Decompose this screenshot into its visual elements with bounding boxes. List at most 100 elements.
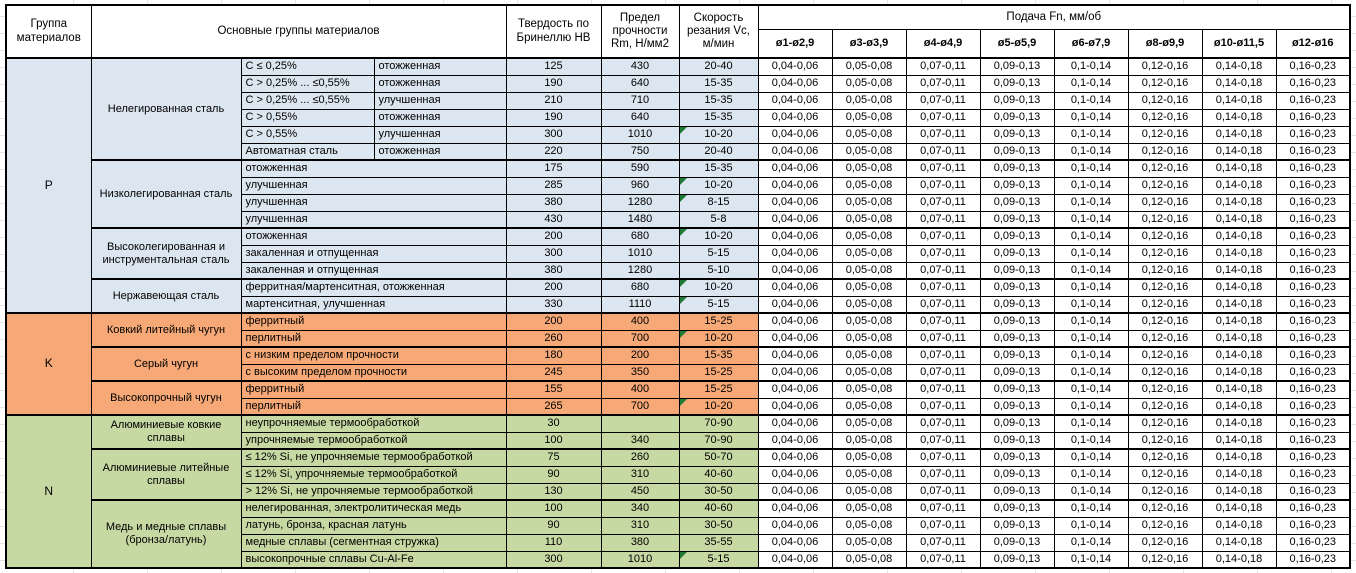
feed-value: 0,12-0,16 <box>1127 431 1203 450</box>
feed-value: 0,16-0,23 <box>1275 516 1351 535</box>
cutting-speed-value: 5-15 <box>678 244 759 263</box>
material-desc: отожженная <box>240 227 507 246</box>
comment-marker-icon <box>680 399 687 406</box>
feed-value: 0,04-0,06 <box>757 414 833 433</box>
feed-value: 0,09-0,13 <box>979 227 1055 246</box>
feed-value: 0,16-0,23 <box>1275 125 1351 144</box>
feed-value: 0,14-0,18 <box>1201 108 1277 127</box>
feed-value: 0,12-0,16 <box>1127 329 1203 348</box>
hardness-value: 200 <box>505 312 602 331</box>
hardness-value: 380 <box>505 261 602 280</box>
feed-value: 0,05-0,08 <box>831 431 907 450</box>
feed-value: 0,14-0,18 <box>1201 159 1277 178</box>
material-desc: закаленная и отпущенная <box>240 244 507 263</box>
feed-value: 0,12-0,16 <box>1127 312 1203 331</box>
feed-value: 0,07-0,11 <box>905 533 981 552</box>
feed-value: 0,07-0,11 <box>905 380 981 399</box>
feed-value: 0,12-0,16 <box>1127 380 1203 399</box>
feed-value: 0,1-0,14 <box>1053 533 1129 552</box>
cutting-speed-value: 5-15 <box>678 295 759 314</box>
cutting-speed-value: 30-50 <box>678 516 759 535</box>
feed-value: 0,09-0,13 <box>979 397 1055 416</box>
cutting-speed-value: 15-35 <box>678 74 759 93</box>
feed-value: 0,12-0,16 <box>1127 346 1203 365</box>
feed-value: 0,09-0,13 <box>979 550 1055 569</box>
strength-value: 350 <box>600 363 680 382</box>
feed-value: 0,1-0,14 <box>1053 499 1129 518</box>
strength-value: 710 <box>600 91 680 110</box>
feed-value: 0,09-0,13 <box>979 329 1055 348</box>
feed-value: 0,1-0,14 <box>1053 397 1129 416</box>
feed-value: 0,1-0,14 <box>1053 465 1129 484</box>
hardness-value: 300 <box>505 244 602 263</box>
feed-diameter-header: ø5-ø5,9 <box>979 28 1055 59</box>
feed-value: 0,14-0,18 <box>1201 278 1277 297</box>
feed-value: 0,14-0,18 <box>1201 74 1277 93</box>
feed-value: 0,05-0,08 <box>831 108 907 127</box>
spreadsheet-area: Группа материалов Основные группы матери… <box>5 4 1351 569</box>
feed-value: 0,09-0,13 <box>979 346 1055 365</box>
material-state: отожженная <box>373 74 507 93</box>
feed-value: 0,12-0,16 <box>1127 108 1203 127</box>
feed-value: 0,04-0,06 <box>757 261 833 280</box>
feed-value: 0,09-0,13 <box>979 499 1055 518</box>
feed-value: 0,05-0,08 <box>831 363 907 382</box>
feed-value: 0,05-0,08 <box>831 533 907 552</box>
strength-value: 200 <box>600 346 680 365</box>
material-subgroup: Медь и медные сплавы (бронза/латунь) <box>90 499 242 569</box>
feed-diameter-header: ø4-ø4,9 <box>905 28 981 59</box>
material-desc: с высоким пределом прочности <box>240 363 507 382</box>
feed-value: 0,09-0,13 <box>979 159 1055 178</box>
feed-value: 0,12-0,16 <box>1127 414 1203 433</box>
comment-marker-icon <box>680 178 687 185</box>
material-desc: закаленная и отпущенная <box>240 261 507 280</box>
cutting-speed-value: 10-20 <box>678 397 759 416</box>
feed-value: 0,16-0,23 <box>1275 244 1351 263</box>
feed-value: 0,14-0,18 <box>1201 346 1277 365</box>
feed-diameter-header: ø8-ø9,9 <box>1127 28 1203 59</box>
comment-marker-icon <box>680 297 687 304</box>
feed-value: 0,16-0,23 <box>1275 363 1351 382</box>
feed-value: 0,12-0,16 <box>1127 244 1203 263</box>
hardness-value: 285 <box>505 176 602 195</box>
feed-value: 0,12-0,16 <box>1127 295 1203 314</box>
feed-value: 0,12-0,16 <box>1127 227 1203 246</box>
cutting-speed-value: 35-55 <box>678 533 759 552</box>
hardness-value: 190 <box>505 108 602 127</box>
feed-value: 0,04-0,06 <box>757 448 833 467</box>
feed-value: 0,12-0,16 <box>1127 74 1203 93</box>
feed-value: 0,09-0,13 <box>979 380 1055 399</box>
feed-value: 0,04-0,06 <box>757 108 833 127</box>
feed-value: 0,1-0,14 <box>1053 210 1129 229</box>
material-desc: с низким пределом прочности <box>240 346 507 365</box>
strength-value: 960 <box>600 176 680 195</box>
feed-value: 0,07-0,11 <box>905 516 981 535</box>
feed-value: 0,1-0,14 <box>1053 448 1129 467</box>
hardness-value: 100 <box>505 431 602 450</box>
feed-diameter-header: ø10-ø11,5 <box>1201 28 1277 59</box>
material-desc: улучшенная <box>240 176 507 195</box>
feed-value: 0,05-0,08 <box>831 448 907 467</box>
feed-value: 0,05-0,08 <box>831 91 907 110</box>
feed-value: 0,09-0,13 <box>979 516 1055 535</box>
feed-value: 0,05-0,08 <box>831 380 907 399</box>
feed-value: 0,04-0,06 <box>757 465 833 484</box>
feed-value: 0,07-0,11 <box>905 108 981 127</box>
feed-value: 0,09-0,13 <box>979 210 1055 229</box>
hardness-value: 75 <box>505 448 602 467</box>
feed-value: 0,04-0,06 <box>757 295 833 314</box>
material-subgroup: Серый чугун <box>90 346 242 382</box>
feed-value: 0,09-0,13 <box>979 482 1055 501</box>
feed-value: 0,12-0,16 <box>1127 465 1203 484</box>
feed-value: 0,07-0,11 <box>905 244 981 263</box>
feed-value: 0,14-0,18 <box>1201 91 1277 110</box>
material-desc: перлитный <box>240 329 507 348</box>
feed-value: 0,09-0,13 <box>979 431 1055 450</box>
strength-value: 700 <box>600 397 680 416</box>
material-subgroup: Высоколегированная и инструментальная ст… <box>90 227 242 280</box>
feed-value: 0,09-0,13 <box>979 244 1055 263</box>
hardness-value: 430 <box>505 210 602 229</box>
feed-diameter-header: ø1-ø2,9 <box>757 28 833 59</box>
feed-value: 0,12-0,16 <box>1127 448 1203 467</box>
feed-value: 0,16-0,23 <box>1275 465 1351 484</box>
